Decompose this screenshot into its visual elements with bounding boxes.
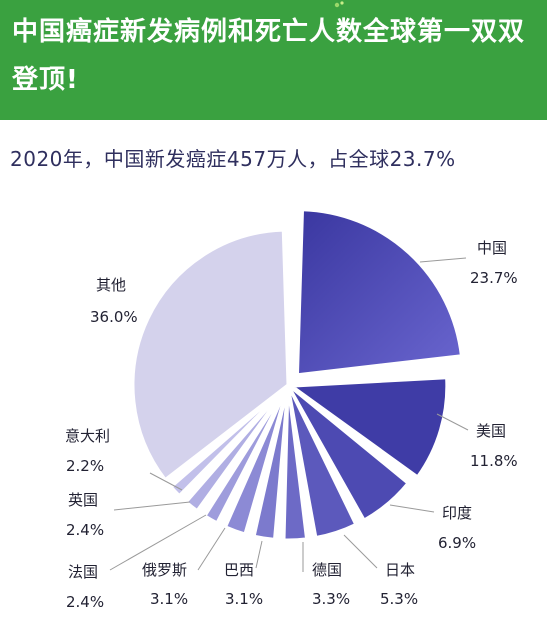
slice-label: 印度: [442, 504, 472, 522]
pie-slice-2: [287, 376, 449, 479]
slice-label: 日本: [385, 561, 415, 579]
leader-line: [109, 514, 207, 571]
slice-label: 美国: [476, 422, 506, 440]
chart-subtitle: 2020年，中国新发癌症457万人，占全球23.7%: [10, 147, 456, 171]
slice-label: 巴西: [224, 561, 254, 579]
pie-slice-10: [169, 383, 290, 498]
pie-slice-6: [252, 384, 290, 542]
slice-value-label: 6.9%: [438, 534, 476, 552]
slice-label: 法国: [68, 563, 98, 581]
slice-value-label: 2.4%: [66, 521, 104, 539]
leader-line: [343, 534, 378, 569]
slice-label: 德国: [312, 561, 342, 579]
slice-value-label: 2.4%: [66, 593, 104, 611]
slice-label: 其他: [96, 276, 126, 294]
slice-value-label: 11.8%: [470, 452, 518, 470]
leader-line: [389, 504, 435, 513]
pie-slice-3: [286, 383, 411, 523]
pie-slice-11: [131, 228, 290, 482]
slice-label: 俄罗斯: [142, 561, 187, 579]
slice-value-label: 23.7%: [470, 269, 518, 287]
slice-value-label: 3.3%: [312, 590, 350, 608]
slice-label: 中国: [477, 239, 507, 257]
leader-line: [436, 413, 469, 431]
slice-value-label: 3.1%: [225, 590, 263, 608]
slice-value-label: 36.0%: [90, 308, 138, 326]
pie-slice-4: [286, 384, 358, 540]
leader-line: [113, 501, 191, 511]
slice-label: 英国: [68, 491, 98, 509]
leader-line: [149, 472, 183, 491]
header-banner: 中国癌症新发病例和死亡人数全球第一双双登顶!: [0, 0, 547, 120]
slice-value-label: 5.3%: [380, 590, 418, 608]
sparkle-icon: [334, 1, 344, 8]
leader-line: [419, 257, 467, 263]
slice-value-label: 3.1%: [150, 590, 188, 608]
leader-line: [255, 540, 263, 569]
pie-slice-7: [223, 384, 290, 536]
page-title: 中国癌症新发病例和死亡人数全球第一双双登顶!: [12, 17, 526, 95]
leader-line: [197, 527, 226, 571]
slice-label: 意大利: [65, 427, 110, 445]
pie-slice-5: [282, 384, 309, 542]
slice-value-label: 2.2%: [66, 457, 104, 475]
pie-slice-1: [295, 208, 464, 377]
